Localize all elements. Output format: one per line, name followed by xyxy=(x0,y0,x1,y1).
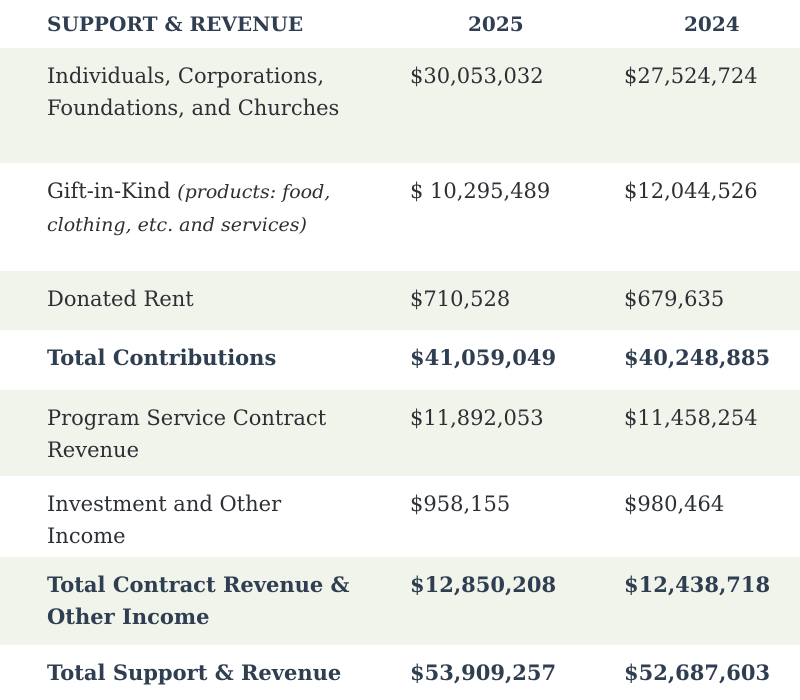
header-2024: 2024 xyxy=(684,12,740,36)
row-label: Total Contributions xyxy=(47,345,277,370)
value-2024: $11,458,254 xyxy=(624,406,758,430)
value-2025: $958,155 xyxy=(410,492,511,516)
row-label: Donated Rent xyxy=(47,287,194,311)
value-2025: $30,053,032 xyxy=(410,64,544,88)
value-2024: $40,248,885 xyxy=(624,345,771,370)
value-2024: $52,687,603 xyxy=(624,660,771,685)
header-2025: 2025 xyxy=(468,12,524,36)
row-label: Individuals, Corporations, Foundations, … xyxy=(47,64,340,120)
table-row-total: Total Contract Revenue & Other Income $1… xyxy=(0,557,800,645)
row-label: Investment and Other Income xyxy=(47,492,282,548)
value-2024: $679,635 xyxy=(624,287,725,311)
row-label: Gift-in-Kind (products: food, clothing, … xyxy=(47,175,392,241)
value-2025: $710,528 xyxy=(410,287,511,311)
table-row: Individuals, Corporations, Foundations, … xyxy=(0,48,800,163)
table-header: SUPPORT & REVENUE 2025 2024 xyxy=(0,0,800,48)
value-2024: $980,464 xyxy=(624,492,725,516)
value-2025: $ 10,295,489 xyxy=(410,179,551,203)
table-row: Gift-in-Kind (products: food, clothing, … xyxy=(0,163,800,271)
value-2025: $11,892,053 xyxy=(410,406,544,430)
header-label: SUPPORT & REVENUE xyxy=(47,12,304,36)
table-row-grand-total: Total Support & Revenue $53,909,257 $52,… xyxy=(0,645,800,700)
row-label: Total Support & Revenue xyxy=(47,660,342,685)
value-2024: $12,438,718 xyxy=(624,572,771,597)
value-2025: $53,909,257 xyxy=(410,660,557,685)
table-row: Investment and Other Income $958,155 $98… xyxy=(0,476,800,557)
row-label: Total Contract Revenue & Other Income xyxy=(47,572,350,629)
row-label-main: Gift-in-Kind xyxy=(47,179,171,203)
row-label-note: (products: food, clothing, etc. and serv… xyxy=(47,181,331,236)
value-2025: $12,850,208 xyxy=(410,572,557,597)
value-2024: $12,044,526 xyxy=(624,179,758,203)
table-row: Program Service Contract Revenue $11,892… xyxy=(0,390,800,476)
value-2024: $27,524,724 xyxy=(624,64,758,88)
table-row-total: Total Contributions $41,059,049 $40,248,… xyxy=(0,330,800,390)
table-row: Donated Rent $710,528 $679,635 xyxy=(0,271,800,330)
value-2025: $41,059,049 xyxy=(410,345,557,370)
row-label: Program Service Contract Revenue xyxy=(47,406,327,462)
